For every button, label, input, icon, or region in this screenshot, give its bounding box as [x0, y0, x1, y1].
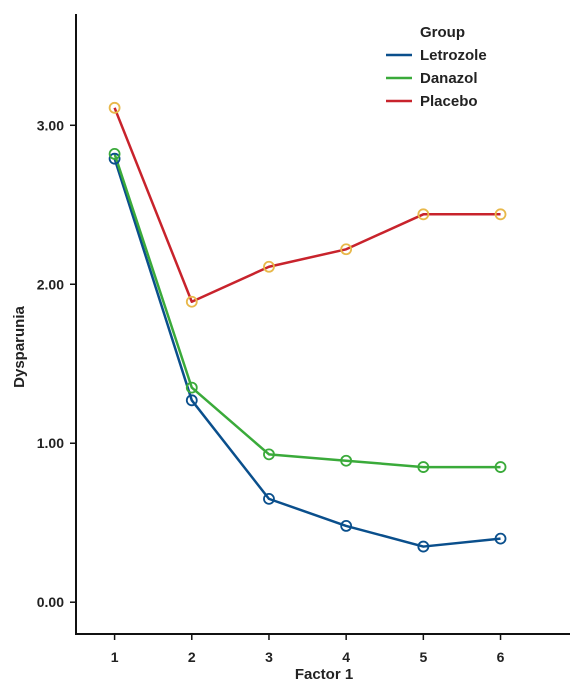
y-axis-title: Dysparunia	[11, 305, 28, 387]
data-point-letrozole	[494, 532, 507, 545]
legend-label: Letrozole	[420, 47, 487, 64]
legend-title: Group	[420, 24, 465, 41]
data-point-danazol	[185, 381, 198, 394]
x-tick-label: 2	[188, 649, 196, 665]
y-ticks: 0.00 1.00 2.00 3.00	[37, 117, 76, 610]
x-tick-label: 6	[497, 649, 505, 665]
data-point-letrozole	[263, 492, 275, 505]
data-point-placebo	[494, 208, 507, 221]
legend: Group Letrozole Danazol Placebo	[386, 24, 487, 110]
data-point-letrozole	[108, 152, 121, 165]
legend-label: Danazol	[420, 70, 478, 87]
x-tick-label: 1	[111, 649, 119, 665]
data-point-placebo	[263, 260, 275, 273]
series-layer	[108, 101, 507, 553]
legend-label: Placebo	[420, 93, 478, 110]
y-tick-label: 1.00	[37, 435, 64, 451]
x-tick-label: 4	[342, 649, 350, 665]
data-point-danazol	[263, 448, 275, 461]
series-line-placebo	[113, 107, 501, 303]
y-tick-label: 0.00	[37, 594, 64, 610]
legend-items: Letrozole Danazol Placebo	[386, 47, 487, 110]
series-line-letrozole	[113, 158, 501, 548]
data-point-danazol	[494, 461, 507, 473]
y-tick-label: 3.00	[37, 117, 64, 133]
series-line-danazol	[113, 153, 501, 469]
data-point-danazol	[340, 454, 353, 467]
x-axis-title: Factor 1	[295, 666, 353, 683]
data-point-letrozole	[340, 519, 353, 532]
data-point-placebo	[340, 243, 353, 256]
data-point-danazol	[108, 147, 121, 160]
x-tick-label: 5	[419, 649, 427, 665]
data-point-letrozole	[185, 394, 198, 407]
data-point-placebo	[417, 208, 430, 221]
data-point-letrozole	[417, 540, 430, 553]
y-tick-label: 2.00	[37, 276, 64, 292]
x-tick-label: 3	[265, 649, 273, 665]
data-point-placebo	[185, 295, 198, 308]
data-point-placebo	[108, 101, 121, 114]
data-point-danazol	[417, 461, 430, 473]
x-ticks: 1 2 3 4 5 6	[111, 634, 505, 665]
